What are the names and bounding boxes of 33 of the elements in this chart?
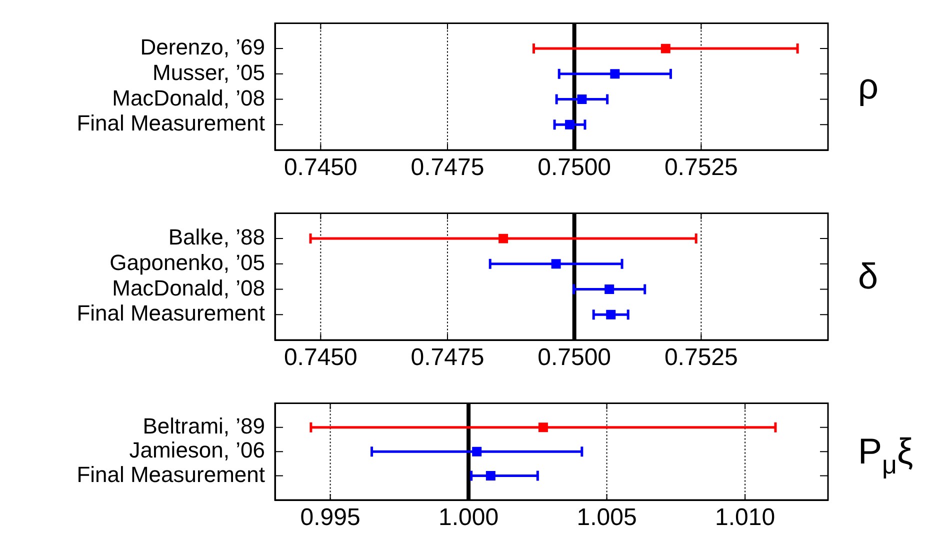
y-tick-label: Musser, ’05 — [152, 60, 265, 85]
y-tick-label: Final Measurement — [76, 110, 265, 136]
x-tick-label: 0.7500 — [538, 344, 612, 372]
point — [604, 284, 614, 294]
y2-axis-title: δ — [858, 256, 878, 297]
x-tick-label: 0.7525 — [664, 154, 738, 182]
point — [606, 310, 616, 320]
x-tick-label: 0.995 — [300, 504, 360, 532]
point — [660, 44, 670, 54]
x-tick-label: 1.005 — [576, 504, 637, 532]
y-tick-label: MacDonald, ’08 — [112, 275, 265, 300]
point — [610, 69, 620, 79]
y-tick-label: Final Measurement — [76, 462, 265, 487]
point — [498, 234, 508, 244]
y-tick-label: Final Measurement — [76, 300, 265, 326]
x-tick-label: 0.7475 — [410, 344, 484, 372]
x-tick-label: 0.7525 — [664, 344, 738, 372]
y-tick-label: Jamieson, ’06 — [129, 438, 265, 463]
y-tick-label: MacDonald, ’08 — [112, 85, 265, 110]
y-tick-label: Gaponenko, ’05 — [110, 250, 265, 275]
x-tick-label: 0.7450 — [284, 154, 358, 182]
x-tick-label: 1.000 — [438, 504, 499, 532]
y-tick-label: Balke, ’88 — [168, 224, 265, 250]
y-tick-label: Derenzo, ’69 — [140, 34, 265, 60]
point — [551, 259, 561, 269]
y-tick-label: Beltrami, ’89 — [142, 413, 265, 438]
point — [565, 120, 575, 130]
x-tick-label: 0.7475 — [410, 154, 484, 182]
x-tick-label: 0.7500 — [538, 154, 612, 182]
y2-axis-title: ρ — [858, 66, 878, 107]
x-tick-label: 1.010 — [715, 504, 776, 532]
x-tick-label: 0.7450 — [284, 344, 358, 372]
point — [577, 94, 587, 104]
